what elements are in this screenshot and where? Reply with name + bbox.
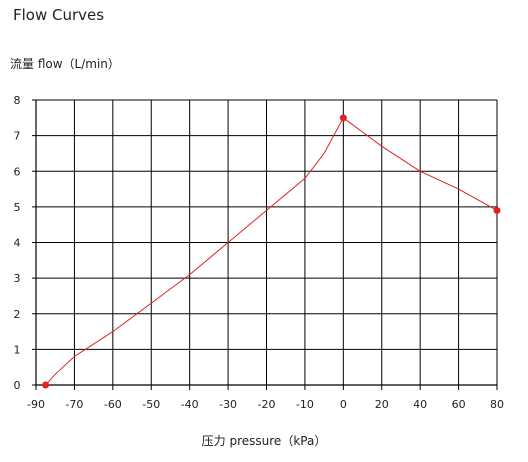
y-tick-label: 5 xyxy=(14,201,21,214)
x-tick-label: -90 xyxy=(27,398,45,411)
x-tick-label: 60 xyxy=(452,398,466,411)
y-tick-label: 7 xyxy=(14,130,21,143)
grid-lines xyxy=(35,99,498,386)
x-tick-label: -20 xyxy=(258,398,276,411)
data-point-marker xyxy=(42,381,50,389)
y-tick-labels: 0 1 2 3 4 5 6 7 8 xyxy=(14,94,21,392)
x-tick-label: 40 xyxy=(413,398,427,411)
axes xyxy=(32,99,498,390)
x-axis-label: 压力 pressure（kPa） xyxy=(201,434,327,448)
x-tick-label: -70 xyxy=(65,398,83,411)
x-tick-label: -10 xyxy=(296,398,314,411)
x-tick-labels: -90 -70 -60 -50 -40 -30 -20 -10 0 20 40 60 80 xyxy=(27,398,504,411)
x-tick-label: -40 xyxy=(181,398,199,411)
y-tick-label: 4 xyxy=(14,237,21,250)
y-tick-label: 6 xyxy=(14,165,21,178)
data-point-marker xyxy=(339,114,347,122)
x-tick-label: -30 xyxy=(219,398,237,411)
y-tick-label: 3 xyxy=(14,272,21,285)
x-tick-label: 20 xyxy=(375,398,389,411)
y-tick-label: 2 xyxy=(14,308,21,321)
y-axis-label: 流量 flow（L/min） xyxy=(10,57,120,71)
data-point-marker xyxy=(493,206,501,214)
x-tick-label: 0 xyxy=(340,398,347,411)
y-tick-label: 0 xyxy=(14,379,21,392)
x-tick-label: 80 xyxy=(490,398,504,411)
x-tick-label: -50 xyxy=(142,398,160,411)
y-tick-label: 8 xyxy=(14,94,21,107)
chart-title: Flow Curves xyxy=(13,6,105,24)
x-tick-label: -60 xyxy=(104,398,122,411)
series-line xyxy=(45,117,498,386)
series-group xyxy=(42,114,501,389)
y-tick-label: 1 xyxy=(14,343,21,356)
